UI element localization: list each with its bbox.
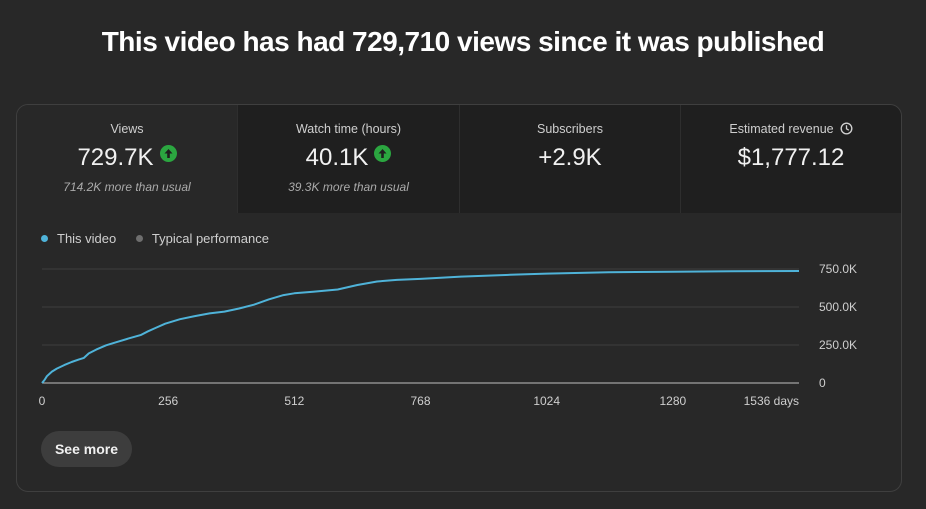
tab-subscribers-title: Subscribers xyxy=(537,122,603,136)
tab-views-value: 729.7K xyxy=(77,144,154,171)
tab-subscribers[interactable]: Subscribers +2.9K xyxy=(460,105,681,213)
analytics-card: Views 729.7K 714.2K more than usual Watc… xyxy=(16,104,902,492)
tab-views-value-row: 729.7K xyxy=(17,144,237,172)
tab-views-title: Views xyxy=(110,122,144,136)
page-headline: This video has had 729,710 views since i… xyxy=(101,26,825,57)
tab-subscribers-value: +2.9K xyxy=(538,144,602,171)
legend-typical-performance: Typical performance xyxy=(135,231,269,246)
legend-dot-typical xyxy=(135,235,143,242)
legend-dot-this-video xyxy=(41,235,48,242)
arrow-up-icon xyxy=(159,145,177,162)
views-line-chart: 0 250.0K 500.0K 750.0K 0 256 512 768 1024 1280 153… xyxy=(39,262,857,408)
tab-revenue-title-row: Estimated revenue xyxy=(681,122,901,138)
legend-this-video-label: This video xyxy=(57,231,117,246)
tab-views[interactable]: Views 729.7K 714.2K more than usual xyxy=(17,105,238,213)
x-tick-label: 512 xyxy=(284,394,304,408)
tab-watch-time-value-row: 40.1K xyxy=(238,144,459,172)
tab-watch-time-title: Watch time (hours) xyxy=(295,122,402,136)
x-tick-label: 0 xyxy=(39,394,46,408)
y-tick-label: 0 xyxy=(819,376,826,390)
x-tick-label: 256 xyxy=(158,394,178,408)
legend-this-video: This video xyxy=(41,231,116,246)
tab-estimated-revenue[interactable]: Estimated revenue $1,777.12 xyxy=(681,105,901,213)
tab-views-subtext: 714.2K more than usual xyxy=(63,180,191,194)
x-tick-label: 1280 xyxy=(659,394,686,408)
arrow-up-icon xyxy=(374,145,392,162)
x-tick-label: 1024 xyxy=(533,394,560,408)
tab-watch-time[interactable]: Watch time (hours) 40.1K 39.3K more than… xyxy=(238,105,460,213)
metric-tabs: Views 729.7K 714.2K more than usual Watc… xyxy=(17,105,901,213)
see-more-button[interactable]: See more xyxy=(41,431,132,467)
tab-revenue-title: Estimated revenue xyxy=(729,122,834,136)
legend-typical-label: Typical performance xyxy=(151,231,269,246)
chart-legend: This video Typical performance xyxy=(41,231,285,246)
y-tick-label: 500.0K xyxy=(819,300,857,314)
tab-watch-time-value: 40.1K xyxy=(305,144,369,171)
x-tick-label: 768 xyxy=(410,394,430,408)
tab-revenue-value: $1,777.12 xyxy=(737,144,845,171)
series-line-this-video xyxy=(41,270,800,384)
tab-watch-time-subtext: 39.3K more than usual xyxy=(288,180,409,194)
clock-icon xyxy=(840,122,853,138)
y-tick-label: 750.0K xyxy=(819,262,857,276)
x-tick-label: 1536 days xyxy=(744,394,799,408)
y-tick-label: 250.0K xyxy=(819,338,857,352)
